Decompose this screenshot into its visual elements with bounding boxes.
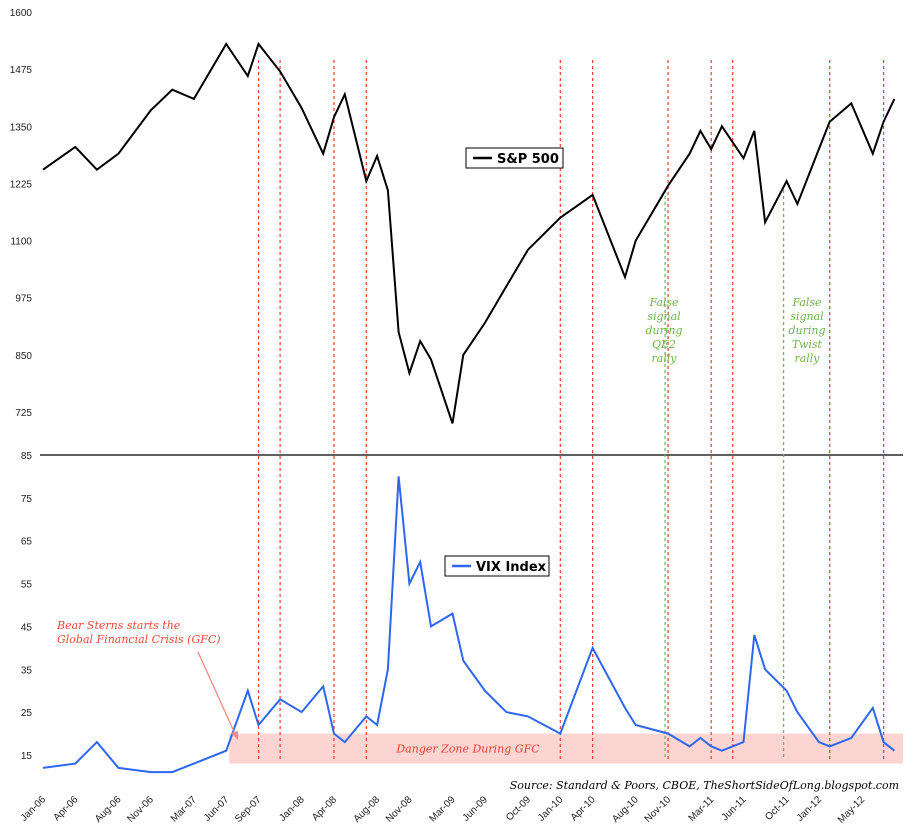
vix-y-tick-label: 25: [21, 708, 33, 719]
qe2-note-line: QE2: [652, 338, 676, 351]
x-tick-label: Oct-09: [504, 794, 533, 823]
sp500-y-axis: 1600 1475 1350 1225 1100 975 850 725: [10, 8, 33, 419]
sp500-legend-label: S&P 500: [497, 152, 559, 167]
vix-y-tick-label: 15: [21, 751, 33, 762]
x-tick-label: May-12: [836, 794, 868, 826]
vix-y-tick-label: 75: [21, 494, 33, 505]
x-tick-label: Aug-10: [610, 794, 641, 825]
x-tick-label: Mar-11: [687, 794, 717, 824]
qe2-note-line: during: [645, 324, 682, 337]
x-tick-label: Jan-12: [795, 794, 825, 824]
sp500-y-tick-label: 975: [15, 294, 32, 305]
sp500-y-tick-label: 1100: [10, 237, 32, 248]
vix-series-line: [42, 476, 896, 774]
x-tick-label: Jan-06: [19, 794, 49, 824]
x-tick-label: Nov-06: [125, 794, 156, 825]
bear-note-arrowhead: [231, 731, 238, 740]
vix-legend-box: [444, 555, 550, 577]
danger-zone-label: Danger Zone During GFC: [395, 743, 540, 756]
vix-y-axis: 85 75 65 55 45 35 25 15: [21, 451, 33, 762]
x-tick-label: Apr-08: [310, 794, 339, 823]
vix-y-tick-label: 65: [21, 537, 33, 548]
vix-y-tick-label: 45: [21, 622, 33, 633]
x-tick-label: Jun-07: [202, 794, 232, 824]
twist-note-line: signal: [790, 310, 824, 323]
sp500-y-tick-label: 725: [15, 408, 32, 419]
bear-note-line: Bear Sterns starts the: [56, 619, 181, 632]
x-axis: Jan-06 Apr-06 Aug-06 Nov-06 Mar-07 Jun-07 Sep-…: [19, 794, 868, 826]
sp500-y-tick-label: 1350: [10, 122, 33, 133]
vix-y-tick-label: 85: [21, 451, 33, 462]
sp500-series-line: [42, 41, 896, 424]
x-tick-label: Aug-08: [352, 794, 383, 825]
sp500-legend-box: [465, 147, 564, 169]
vix-y-tick-label: 55: [21, 580, 33, 591]
x-tick-label: Jun-11: [720, 794, 749, 823]
qe2-note-line: rally: [651, 352, 677, 365]
x-tick-label: Jan-10: [536, 794, 566, 824]
sp500-y-tick-label: 850: [15, 351, 32, 362]
twist-note-line: False: [791, 296, 822, 309]
twist-note-line: Twist: [792, 338, 823, 351]
sp500-y-tick-label: 1225: [10, 179, 33, 190]
vix-y-tick-label: 35: [21, 665, 33, 676]
qe2-annotation: False signal during QE2 rally: [645, 296, 682, 365]
x-tick-label: Jun-09: [461, 794, 491, 824]
twist-note-line: rally: [794, 352, 820, 365]
bear-sterns-annotation: Bear Sterns starts the Global Financial …: [56, 619, 238, 740]
vix-legend-label: VIX Index: [476, 560, 547, 575]
x-tick-label: Apr-10: [569, 794, 598, 823]
bear-note-arrow: [197, 651, 237, 737]
x-tick-label: Oct-11: [763, 794, 792, 823]
x-tick-label: Nov-10: [643, 794, 674, 825]
twist-note-line: during: [788, 324, 825, 337]
x-tick-label: Aug-06: [93, 794, 124, 825]
x-tick-label: Nov-08: [384, 794, 415, 825]
x-tick-label: Jan-08: [277, 794, 307, 824]
danger-zone: [229, 733, 904, 764]
qe2-note-line: False: [648, 296, 679, 309]
x-tick-label: Apr-06: [51, 794, 80, 823]
x-tick-label: Mar-07: [169, 794, 199, 824]
x-tick-label: Mar-09: [427, 794, 457, 824]
x-tick-label: Sep-07: [233, 794, 264, 825]
signal-lines: [257, 60, 885, 760]
qe2-note-line: signal: [647, 310, 681, 323]
sp500-y-tick-label: 1600: [10, 8, 33, 19]
vix-legend: VIX Index: [444, 555, 550, 577]
sp500-legend: S&P 500: [465, 147, 564, 169]
bear-note-line: Global Financial Crisis (GFC): [57, 633, 221, 646]
sp500-y-tick-label: 1475: [10, 65, 33, 76]
source-note: Source: Standard & Poors, CBOE, TheShort…: [510, 779, 899, 792]
twist-annotation: False signal during Twist rally: [788, 296, 825, 365]
